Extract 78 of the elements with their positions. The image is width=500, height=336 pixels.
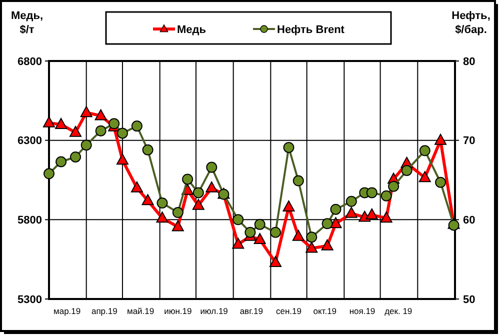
point [80,106,92,118]
point [380,190,392,202]
point [346,196,357,207]
y2-axis-title: Нефть, $/бар. [452,10,490,36]
y-tick-label: 5800 [18,214,42,227]
point [321,239,334,250]
x-tick-label: мар.19 [54,306,81,316]
point [244,226,256,238]
y-tick-label: 6800 [18,56,42,68]
x-tick-label: авг.19 [240,306,264,316]
point [95,125,106,136]
point [269,256,282,268]
point [116,128,128,139]
point [192,198,204,210]
y2-tick-label: 70 [463,135,476,148]
point [330,217,342,228]
point [345,206,358,218]
point [254,218,266,230]
x-tick-label: ноя.19 [349,306,376,316]
point [70,126,82,137]
point [366,208,378,220]
point [131,120,142,132]
point [283,142,294,153]
point [366,187,378,198]
point [380,212,392,223]
x-tick-label: май.19 [126,306,154,316]
point [172,220,184,232]
point [142,144,154,156]
x-tick-label: сен.19 [276,306,302,316]
point [43,116,55,128]
point [282,200,295,212]
x-tick-label: окт.19 [313,306,337,316]
point [232,238,244,249]
point [206,162,218,173]
y2-tick-label: 60 [463,214,476,227]
point [306,242,318,253]
point [232,214,244,226]
point [142,194,154,206]
point [172,207,184,218]
point [206,181,218,192]
point [192,187,204,198]
y2-tick-label: 80 [463,56,476,68]
point [182,174,194,185]
point [70,151,82,162]
point [434,134,447,145]
y-tick-label: 5300 [18,294,42,306]
point [156,198,168,209]
point [116,154,128,165]
point [292,175,304,186]
y-tick-label: 6300 [18,135,42,148]
point [94,109,107,120]
point [322,218,333,230]
x-tick-label: дек. 19 [384,306,412,316]
point [56,156,67,168]
point [156,212,168,223]
point [130,181,143,192]
point [388,180,400,192]
legend-label: Нефть Brent [277,24,345,36]
point [418,171,431,182]
legend-label: Медь [177,24,206,36]
x-tick-label: июн.19 [164,306,192,316]
y2-tick-label: 50 [463,294,476,306]
point [419,145,430,156]
point [270,226,281,238]
x-tick-label: апр.19 [91,306,118,316]
point [292,230,304,241]
point [401,164,412,176]
point [330,204,342,215]
point [448,220,460,231]
point [254,233,266,244]
point [435,176,446,188]
x-tick-label: июл.19 [200,306,228,316]
y-axis-title: Медь, $/т [10,10,44,36]
point [44,168,54,180]
point [306,232,318,243]
point [358,210,371,222]
point [80,140,92,151]
point [55,118,68,129]
